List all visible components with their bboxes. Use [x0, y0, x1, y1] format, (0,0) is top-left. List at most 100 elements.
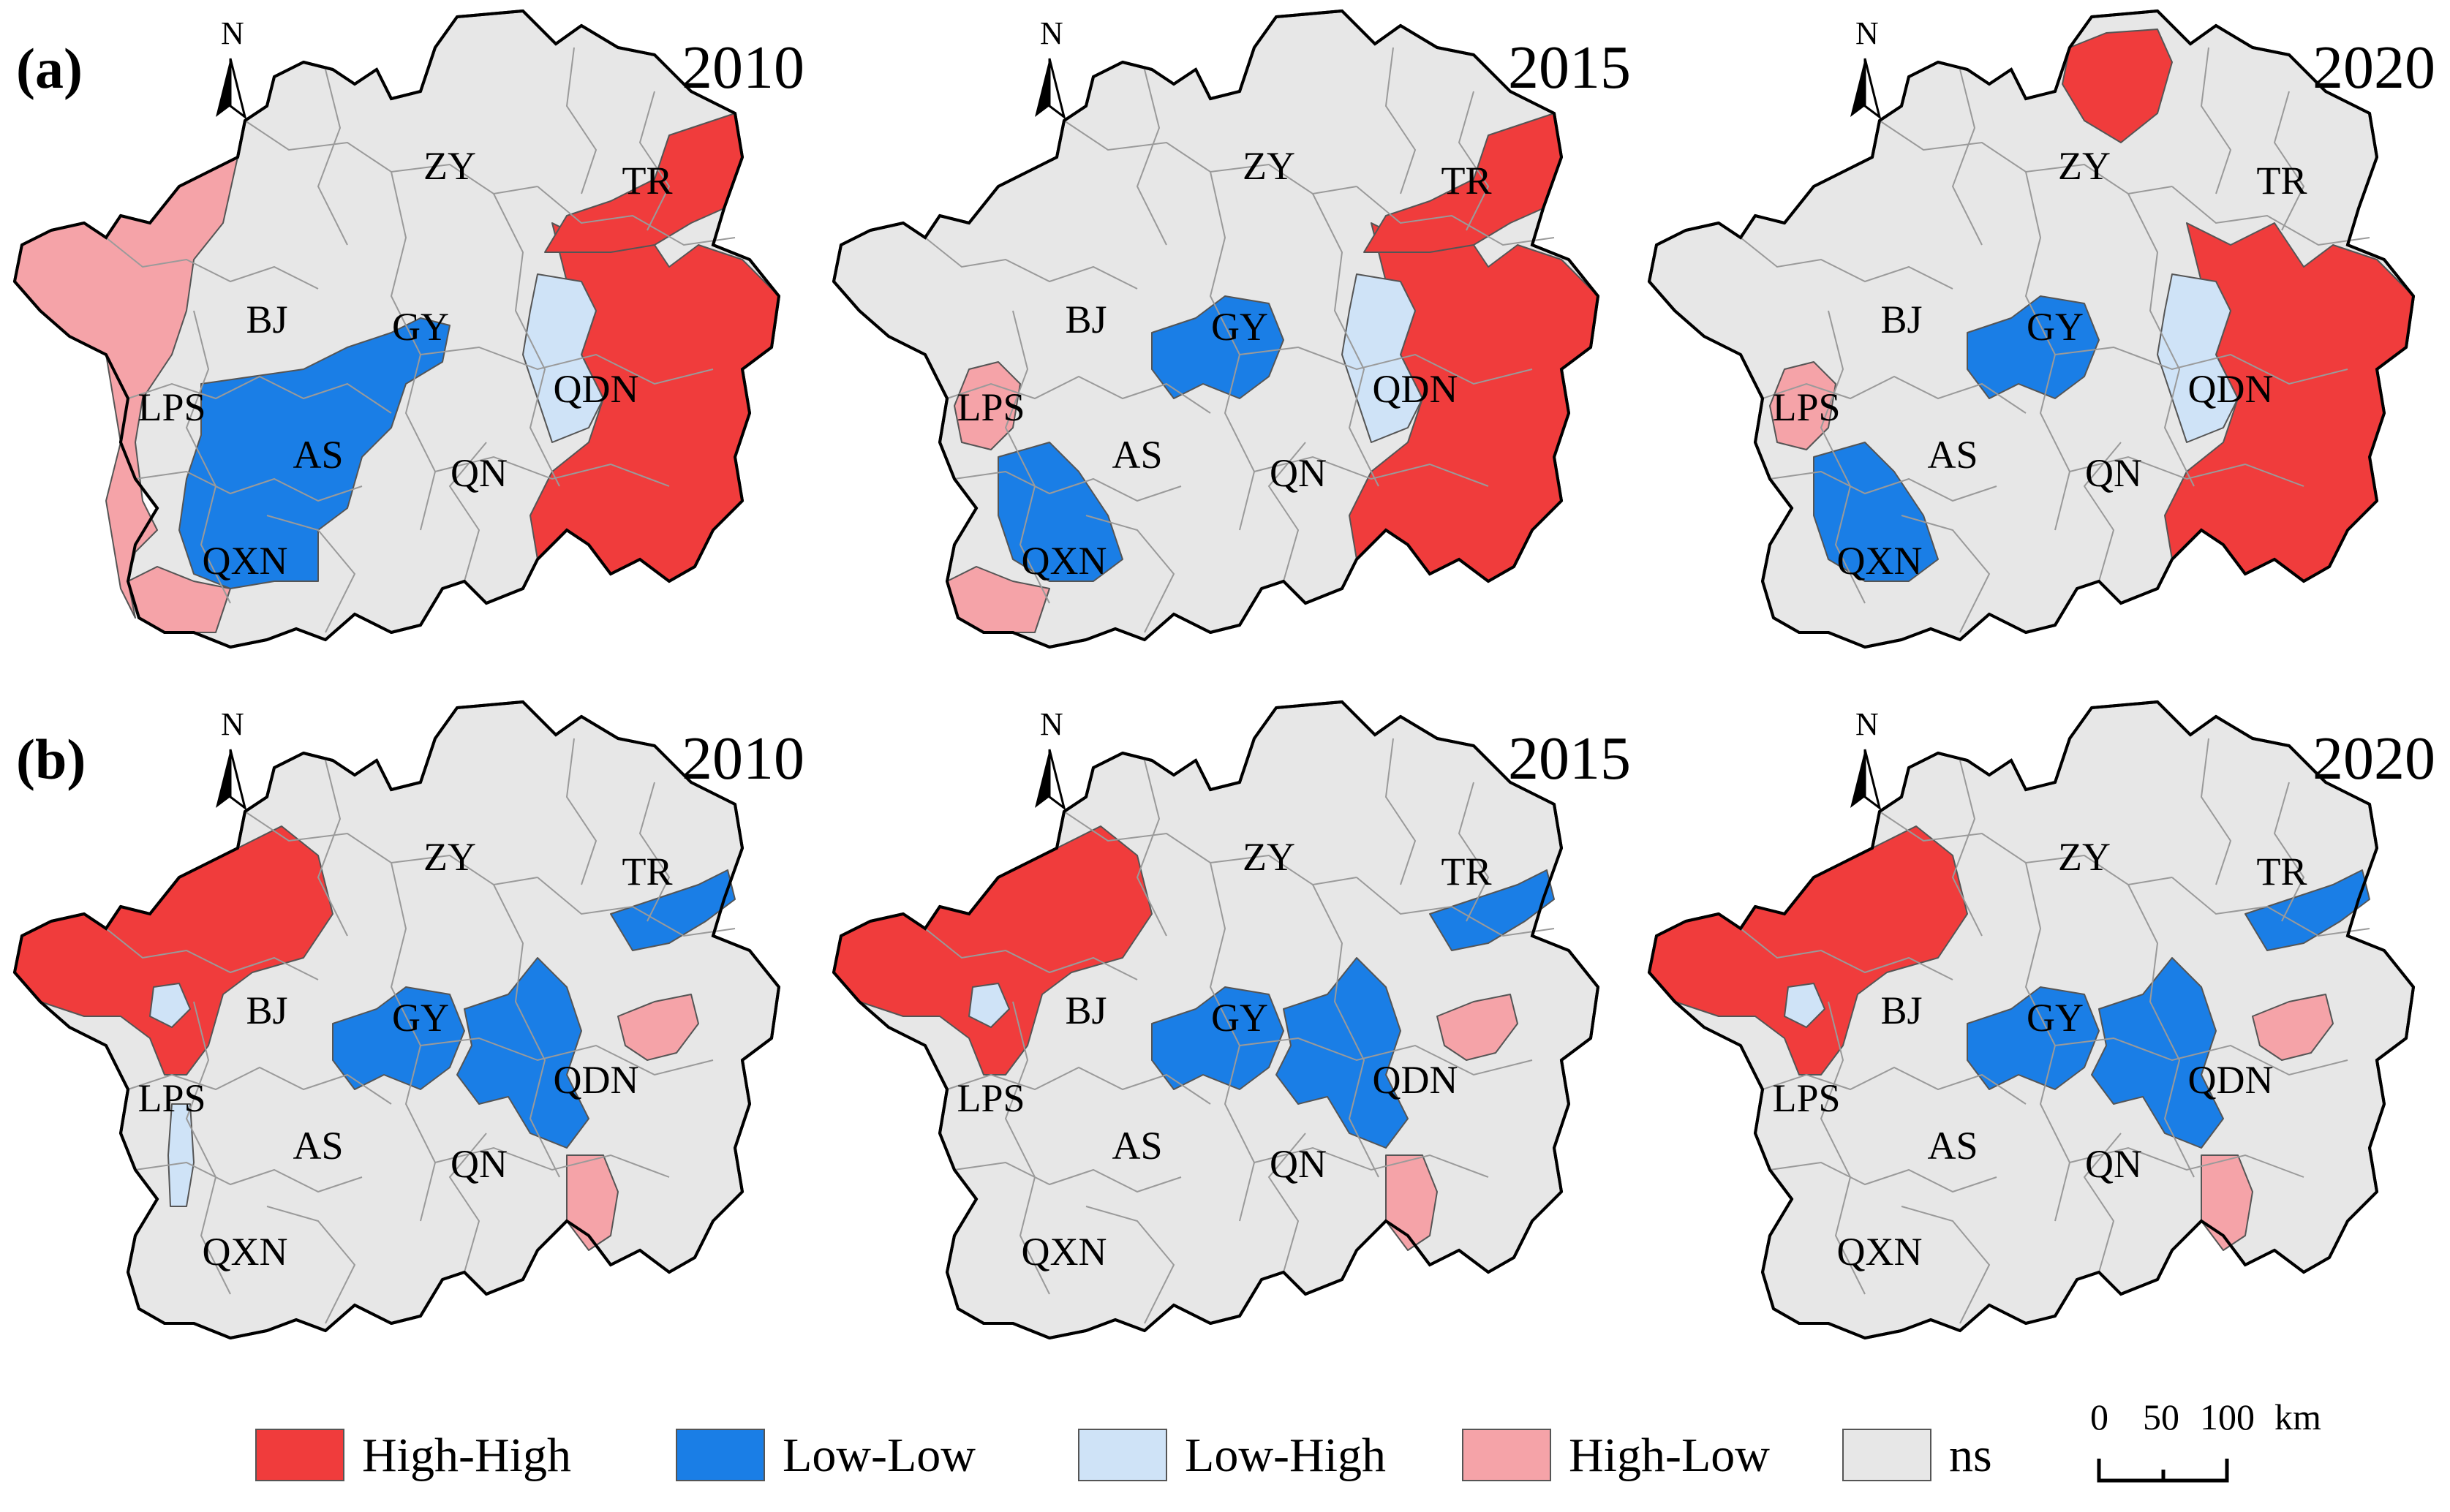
maps-layer: N 2010 ZY TR BJ GY LPS AS QDN QN QXN N 2015 ZY TR BJ GY L…: [13, 10, 2435, 1339]
legend-swatch-ns: [1842, 1429, 1931, 1481]
region-label-qn: QN: [451, 451, 508, 495]
legend-label-low-low: Low-Low: [783, 1429, 976, 1482]
region-label-bj: BJ: [1880, 298, 1922, 341]
cluster-low-low: [1967, 295, 2100, 399]
region-label-zy: ZY: [423, 835, 476, 879]
map-b-2010: N 2010 ZY TR BJ GY LPS AS QDN QN QXN: [13, 700, 804, 1339]
region-label-gy: GY: [2027, 305, 2084, 349]
cluster-low-low: [332, 986, 465, 1090]
region-label-tr: TR: [1441, 850, 1491, 893]
row-b-letter: (b): [16, 727, 86, 791]
north-arrow-icon: N: [216, 15, 247, 120]
map-year: 2010: [682, 725, 804, 793]
north-arrow-icon: N: [1850, 706, 1882, 811]
map-year: 2020: [2313, 725, 2435, 793]
north-arrow-icon: N: [1850, 15, 1882, 120]
region-label-as: AS: [1112, 1124, 1162, 1168]
scale-bar: 0 50 100 km: [2090, 1396, 2321, 1483]
legend: High-High Low-Low Low-High High-Low ns: [255, 1429, 1992, 1482]
region-label-as: AS: [1927, 1124, 1978, 1168]
region-label-qdn: QDN: [554, 367, 639, 411]
cluster-low-low: [2091, 957, 2224, 1149]
region-label-qxn: QXN: [203, 539, 288, 583]
region-label-qn: QN: [1270, 1142, 1327, 1186]
north-letter: N: [1855, 15, 1879, 51]
region-label-as: AS: [293, 1124, 343, 1168]
region-label-lps: LPS: [1772, 1076, 1840, 1120]
map-year: 2015: [1508, 34, 1631, 102]
region-label-bj: BJ: [1065, 298, 1107, 341]
cluster-low-low: [1813, 442, 1939, 582]
region-label-qxn: QXN: [203, 1230, 288, 1274]
region-label-qn: QN: [1270, 451, 1327, 495]
north-letter: N: [221, 15, 244, 51]
region-label-zy: ZY: [2058, 144, 2111, 188]
north-letter: N: [1040, 706, 1063, 742]
north-arrow-icon: N: [216, 706, 247, 811]
legend-label-low-high: Low-High: [1185, 1429, 1386, 1482]
cluster-high-low: [1769, 361, 1836, 450]
region-label-qxn: QXN: [1022, 539, 1107, 583]
legend-swatch-low-high: [1078, 1429, 1167, 1481]
legend-label-high-low: High-Low: [1569, 1429, 1770, 1482]
region-label-zy: ZY: [1243, 835, 1295, 879]
legend-swatch-high-high: [255, 1429, 344, 1481]
cluster-low-low: [998, 442, 1123, 582]
map-year: 2015: [1508, 725, 1631, 793]
region-label-qxn: QXN: [1837, 539, 1923, 583]
scale-tick-0: 0: [2090, 1396, 2108, 1437]
region-label-qdn: QDN: [2188, 367, 2274, 411]
region-label-zy: ZY: [2058, 835, 2111, 879]
region-label-qdn: QDN: [1373, 367, 1458, 411]
map-year: 2020: [2313, 34, 2435, 102]
cluster-high-high: [2062, 29, 2173, 143]
region-label-tr: TR: [2256, 850, 2307, 893]
cluster-low-high: [2157, 273, 2239, 443]
north-letter: N: [1040, 15, 1063, 51]
region-label-lps: LPS: [1772, 385, 1840, 429]
map-year: 2010: [682, 34, 804, 102]
region-label-lps: LPS: [137, 385, 206, 429]
region-label-qxn: QXN: [1837, 1230, 1923, 1274]
region-label-gy: GY: [392, 996, 449, 1040]
region-label-lps: LPS: [957, 1076, 1025, 1120]
region-label-bj: BJ: [1065, 989, 1107, 1032]
region-label-qxn: QXN: [1022, 1230, 1107, 1274]
cluster-low-low: [178, 317, 451, 589]
region-label-bj: BJ: [1880, 989, 1922, 1032]
map-a-2015: N 2015 ZY TR BJ GY LPS AS QDN QN QXN: [832, 10, 1631, 649]
cluster-low-low: [1151, 295, 1284, 399]
region-label-as: AS: [293, 433, 343, 477]
scale-tick-50: 50: [2143, 1396, 2179, 1437]
legend-swatch-low-low: [676, 1429, 765, 1481]
cluster-low-low: [1429, 869, 1555, 951]
scale-unit: km: [2274, 1396, 2321, 1437]
region-label-tr: TR: [1441, 159, 1491, 203]
cluster-low-low: [1967, 986, 2100, 1090]
cluster-high-low: [617, 994, 699, 1061]
region-label-qn: QN: [2085, 1142, 2142, 1186]
cluster-high-low: [2252, 994, 2334, 1061]
map-b-2015: N 2015 ZY TR BJ GY LPS AS QDN QN QXN: [832, 700, 1631, 1339]
north-letter: N: [1855, 706, 1879, 742]
cluster-low-low: [1275, 957, 1409, 1149]
north-arrow-icon: N: [1035, 15, 1066, 120]
region-label-tr: TR: [2256, 159, 2307, 203]
region-label-gy: GY: [2027, 996, 2084, 1040]
north-letter: N: [221, 706, 244, 742]
scale-tick-100: 100: [2200, 1396, 2255, 1437]
legend-label-high-high: High-High: [362, 1429, 571, 1482]
cluster-high-low: [1436, 994, 1518, 1061]
map-b-2020: N 2020 ZY TR BJ GY LPS AS QDN QN QXN: [1648, 700, 2435, 1339]
region-label-lps: LPS: [957, 385, 1025, 429]
map-a-2020: N 2020 ZY TR BJ GY LPS AS QDN QN QXN: [1648, 10, 2435, 649]
region-label-qdn: QDN: [1373, 1058, 1458, 1102]
region-label-qdn: QDN: [554, 1058, 639, 1102]
region-label-tr: TR: [622, 850, 672, 893]
cluster-low-high: [1784, 983, 1825, 1028]
map-a-2010: N 2010 ZY TR BJ GY LPS AS QDN QN QXN: [13, 10, 804, 649]
region-label-as: AS: [1112, 433, 1162, 477]
cluster-low-low: [1151, 986, 1284, 1090]
cluster-low-low: [2244, 869, 2370, 951]
